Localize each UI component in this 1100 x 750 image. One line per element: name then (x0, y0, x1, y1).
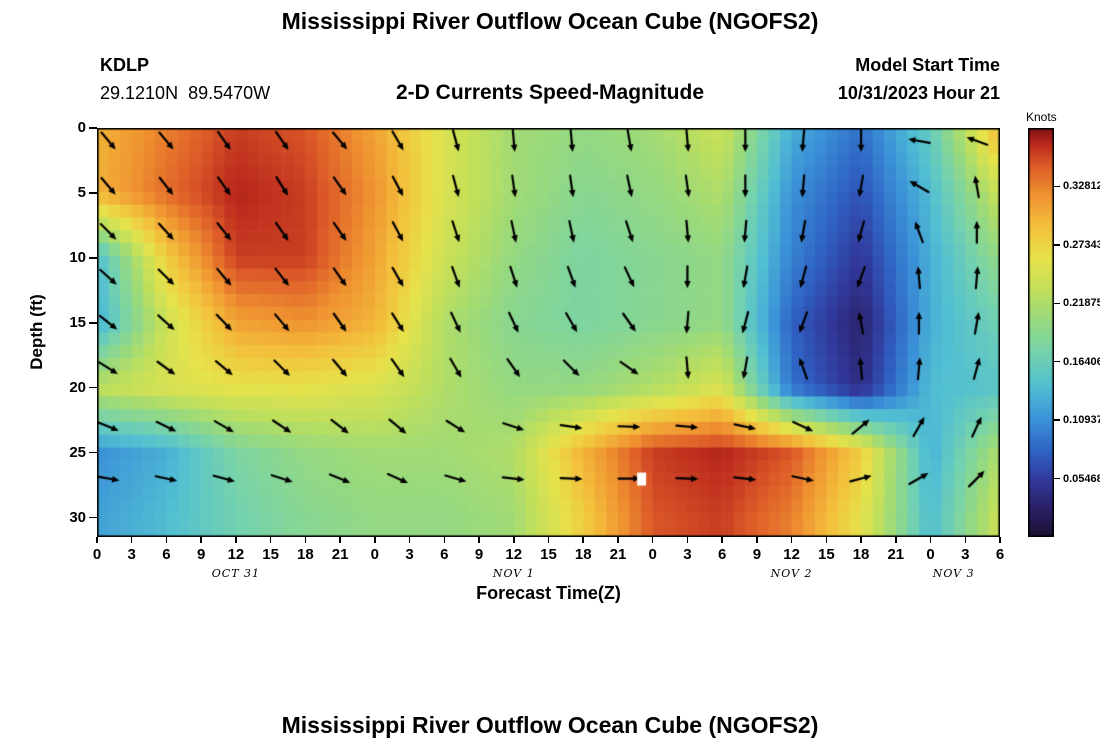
x-tick-label: 0 (370, 546, 380, 563)
x-tick-mark (686, 537, 689, 543)
model-start-time-label: Model Start Time (855, 55, 1000, 75)
x-tick-mark (130, 537, 133, 543)
x-tick-label: 0 (648, 546, 657, 563)
x-tick-mark (617, 537, 619, 543)
x-tick-mark (513, 537, 515, 543)
y-tick-mark (89, 322, 97, 324)
x-tick-label: 12 (783, 546, 800, 563)
x-tick-mark (582, 537, 584, 543)
x-axis-day-label: OCT 31 (211, 567, 261, 580)
x-tick-label: 15 (262, 546, 279, 563)
x-tick-label: 3 (405, 546, 414, 563)
x-tick-label: 12 (227, 546, 245, 563)
x-tick-label: 6 (440, 546, 449, 563)
x-tick-mark (999, 537, 1001, 543)
station-coordinates: 29.1210N 89.5470W (100, 83, 271, 103)
chart-subtitle: 2-D Currents Speed-Magnitude (395, 81, 705, 104)
colorbar-tick-mark (1054, 244, 1060, 246)
x-tick-label: 21 (331, 546, 349, 563)
colorbar-tick-mark (1054, 185, 1060, 188)
x-tick-mark (756, 537, 758, 543)
x-axis-label: Forecast Time(Z) (476, 583, 621, 603)
x-tick-label: 18 (574, 546, 592, 563)
heatmap-canvas (97, 128, 1000, 537)
y-tick-label: 20 (69, 378, 86, 396)
colorbar-unit-label: Knots (1026, 110, 1057, 124)
x-tick-mark (964, 537, 967, 543)
station-id: KDLP (100, 55, 149, 75)
colorbar-tick-label: 0.32812 (1063, 180, 1100, 193)
y-tick-label: 25 (69, 443, 86, 461)
x-tick-mark (825, 537, 828, 543)
x-tick-label: 18 (297, 546, 314, 563)
x-tick-mark (895, 537, 897, 543)
y-tick-mark (89, 127, 97, 129)
x-tick-mark (860, 537, 862, 543)
model-start-time-value: 10/31/2023 Hour 21 (837, 83, 1000, 103)
x-tick-label: 18 (852, 546, 870, 563)
x-tick-label: 12 (505, 546, 523, 563)
y-tick-label: 15 (69, 313, 86, 331)
x-tick-label: 21 (609, 546, 627, 563)
x-axis-day-label: NOV 3 (932, 567, 975, 580)
x-tick-mark (339, 537, 341, 543)
x-tick-mark (929, 537, 932, 543)
x-tick-label: 3 (961, 546, 970, 563)
x-tick-label: 6 (162, 546, 171, 563)
x-tick-label: 21 (887, 546, 905, 563)
colorbar-tick-mark (1054, 360, 1060, 363)
x-axis-day-label: NOV 1 (492, 567, 535, 580)
x-tick-label: 3 (683, 546, 692, 563)
x-tick-mark (165, 537, 168, 543)
y-tick-mark (89, 386, 97, 389)
colorbar-tick-label: 0.16406 (1063, 355, 1100, 368)
x-tick-mark (721, 537, 723, 543)
colorbar-canvas (1028, 128, 1054, 537)
x-tick-mark (651, 537, 654, 543)
y-tick-label: 0 (77, 119, 86, 136)
second-chart-title: Mississippi River Outflow Ocean Cube (NG… (281, 712, 819, 738)
x-tick-label: 9 (197, 546, 206, 563)
x-tick-mark (304, 537, 307, 543)
y-tick-mark (89, 516, 97, 519)
x-tick-label: 9 (752, 546, 762, 563)
x-tick-label: 6 (717, 546, 727, 563)
x-tick-mark (200, 537, 202, 543)
x-tick-label: 0 (92, 546, 102, 563)
x-tick-mark (96, 537, 98, 543)
x-tick-mark (408, 537, 411, 543)
y-tick-label: 5 (77, 183, 86, 201)
x-axis-day-label: NOV 2 (770, 567, 813, 580)
colorbar-tick-label: 0.05468 (1063, 472, 1100, 485)
x-tick-label: 0 (926, 546, 935, 563)
colorbar-tick-mark (1054, 302, 1060, 305)
x-tick-mark (790, 537, 793, 543)
colorbar-tick-label: 0.10937 (1063, 414, 1100, 427)
y-tick-mark (89, 192, 97, 194)
colorbar-tick-mark (1054, 477, 1060, 480)
page-title: Mississippi River Outflow Ocean Cube (NG… (281, 8, 819, 34)
x-tick-mark (374, 537, 376, 543)
colorbar-tick-label: 0.21875 (1063, 297, 1100, 310)
x-tick-mark (269, 537, 272, 543)
x-tick-label: 3 (127, 546, 136, 563)
y-tick-mark (89, 451, 97, 454)
y-axis-label: Depth (ft) (27, 294, 46, 370)
x-tick-label: 6 (995, 546, 1005, 563)
x-tick-label: 15 (540, 546, 557, 563)
x-tick-mark (547, 537, 550, 543)
x-tick-label: 9 (474, 546, 484, 563)
y-tick-label: 30 (69, 508, 86, 526)
x-tick-mark (478, 537, 480, 543)
y-tick-mark (89, 257, 97, 259)
x-tick-mark (443, 537, 446, 543)
y-tick-label: 10 (69, 248, 86, 266)
x-tick-mark (235, 537, 237, 543)
colorbar-tick-label: 0.27343 (1063, 238, 1100, 251)
x-tick-label: 15 (818, 546, 835, 563)
colorbar-tick-mark (1054, 419, 1060, 421)
